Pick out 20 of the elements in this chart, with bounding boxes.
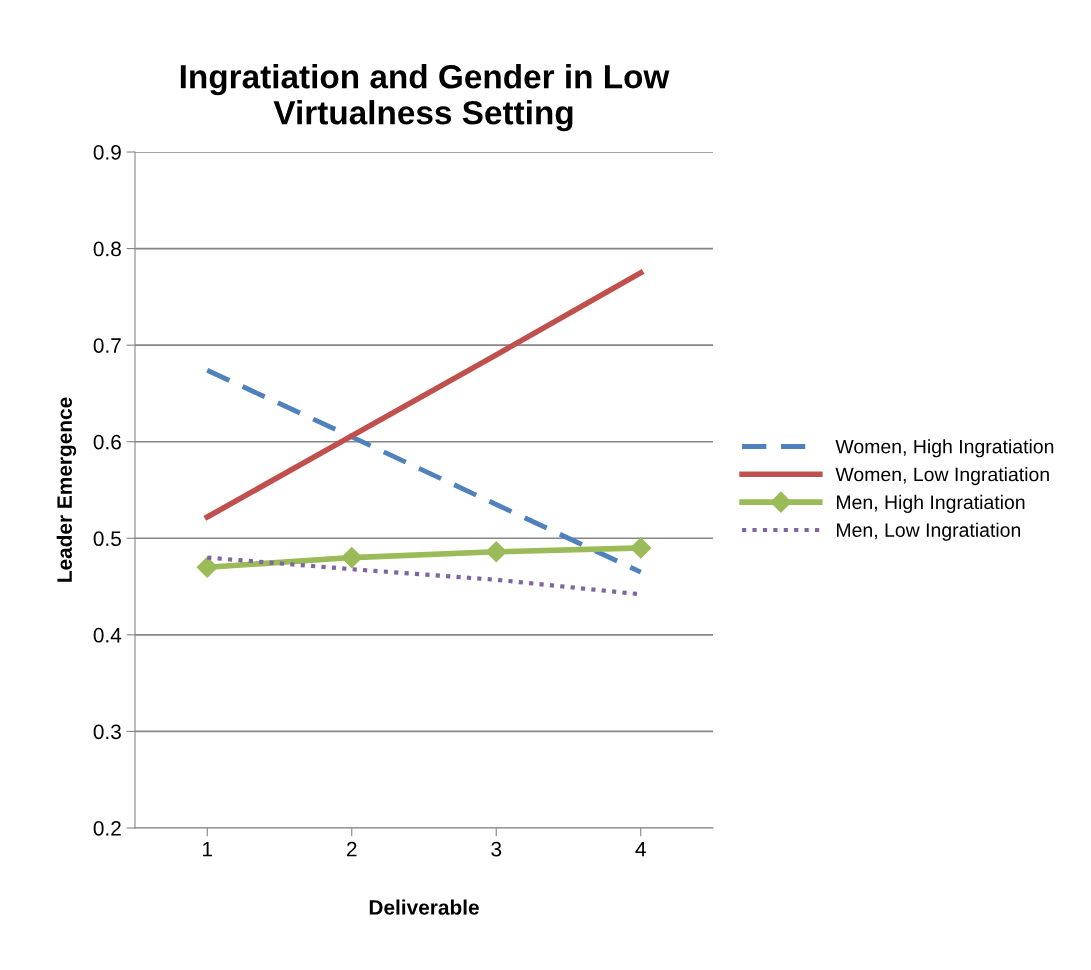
x-tick-label: 2 xyxy=(347,841,357,857)
legend-label: Women, High Ingratiation xyxy=(835,439,1054,458)
x-tick-label: 4 xyxy=(635,841,646,857)
y-tick-label: 0.2 xyxy=(93,821,121,836)
y-axis-title: Leader Emergence xyxy=(56,397,77,582)
x-tick-label: 1 xyxy=(203,841,213,857)
y-tick-label: 0.7 xyxy=(93,338,121,353)
y-tick-label: 0.4 xyxy=(93,627,122,643)
x-tick-label: 3 xyxy=(491,841,502,857)
legend-label: Women, Low Ingratiation xyxy=(835,467,1049,486)
y-tick-label: 0.3 xyxy=(93,724,121,740)
y-tick-label: 0.6 xyxy=(93,434,121,450)
line-series xyxy=(204,367,644,575)
x-axis-title: Deliverable xyxy=(369,899,479,915)
y-tick-label: 0.8 xyxy=(93,241,121,257)
chart-title: Ingratiation and Gender in Low Virtualness Setting xyxy=(180,64,670,132)
y-tick-label: 0.9 xyxy=(93,145,121,160)
y-tick-label: 0.5 xyxy=(93,531,121,547)
legend-label: Men, High Ingratiation xyxy=(836,494,1025,513)
legend-label: Men, Low Ingratiation xyxy=(836,522,1021,541)
